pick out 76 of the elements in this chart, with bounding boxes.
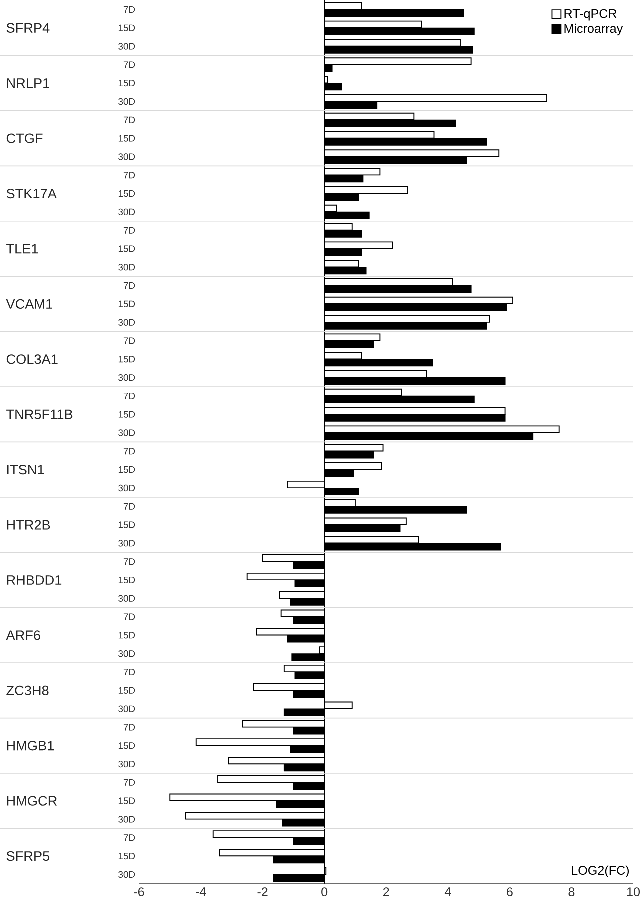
y-tick-label: 7D [124, 227, 136, 234]
y-tick-label: 15D [118, 798, 136, 804]
text: VCAM1 [6, 299, 52, 310]
text: ZC3H8 [6, 686, 49, 696]
y-tick-label: 7D [124, 282, 136, 290]
text: HTR2B [7, 520, 50, 530]
x-tick-label: -4 [196, 888, 206, 896]
text: ARF6 [6, 630, 40, 640]
text: HMGB1 [7, 741, 54, 751]
y-tick-label: 15D [118, 246, 136, 252]
y-tick-label: 30D [118, 760, 136, 768]
x-tick-label: 8 [568, 888, 575, 897]
text: COL3A1 [6, 354, 58, 364]
x-tick-label: 6 [507, 888, 513, 897]
y-tick-label: 30D [118, 154, 136, 160]
y-tick-label: 30D [118, 208, 136, 216]
text: CTGF [6, 134, 43, 144]
text: STK17A [6, 188, 57, 199]
y-tick-label: 15D [118, 135, 136, 142]
text: SFRP5 [6, 851, 50, 862]
x-tick-label: 10 [627, 888, 640, 897]
text: TNR5F11B [6, 410, 73, 420]
y-tick-label: 7D [124, 172, 136, 179]
legend-label: Microarray [564, 24, 624, 36]
y-tick-label: 7D [124, 614, 136, 620]
y-tick-label: 30D [118, 871, 136, 878]
y-tick-label: 15D [118, 356, 136, 363]
y-tick-label: 7D [124, 6, 136, 13]
y-tick-label: 7D [124, 392, 136, 400]
y-tick-label: 7D [124, 724, 136, 731]
x-tick-label: -2 [258, 888, 268, 896]
y-tick-label: 7D [124, 669, 136, 676]
y-tick-label: 15D [118, 687, 136, 694]
y-tick-label: 30D [118, 264, 136, 271]
y-tick-label: 15D [118, 632, 136, 639]
x-tick-label: 0 [322, 888, 328, 897]
x-tick-label: -6 [134, 888, 144, 897]
y-tick-label: 15D [118, 411, 136, 418]
y-tick-label: 15D [118, 742, 136, 750]
y-tick-label: 30D [118, 650, 136, 658]
y-tick-label: 7D [124, 834, 136, 842]
y-tick-label: 15D [118, 190, 136, 198]
text: SFRP4 [6, 23, 50, 33]
y-tick-label: 15D [118, 522, 136, 528]
x-axis-title: LOG2(FC) [572, 866, 630, 878]
y-tick-label: 7D [124, 503, 136, 510]
y-tick-label: 7D [124, 116, 136, 124]
y-tick-label: 30D [118, 540, 136, 547]
y-tick-label: 7D [124, 779, 136, 786]
x-tick-label: 4 [444, 888, 452, 896]
text: ITSN1 [7, 465, 44, 475]
legend-label: RT-qPCR [564, 9, 617, 21]
y-tick-label: 30D [118, 706, 136, 712]
y-tick-label: 30D [118, 484, 136, 492]
y-tick-label: 7D [124, 338, 136, 344]
y-tick-label: 30D [118, 98, 136, 106]
y-tick-label: 15D [118, 80, 136, 87]
y-tick-label: 15D [118, 853, 136, 860]
y-tick-label: 30D [118, 319, 136, 326]
text: HMGCR [7, 796, 58, 806]
y-tick-label: 30D [118, 816, 136, 823]
text: RHBDD1 [7, 576, 62, 585]
y-tick-label: 30D [118, 595, 136, 602]
y-tick-label: 30D [118, 43, 136, 50]
text: NRLP1 [7, 78, 50, 88]
text: TLE1 [6, 244, 38, 254]
y-tick-label: 15D [118, 24, 136, 32]
y-tick-label: 7D [124, 448, 136, 455]
x-tick-label: 2 [383, 888, 390, 896]
y-tick-label: 7D [124, 558, 136, 566]
y-tick-label: 15D [118, 300, 136, 308]
y-tick-label: 15D [118, 466, 136, 474]
y-tick-label: 30D [118, 374, 136, 382]
y-tick-label: 7D [124, 62, 136, 68]
y-tick-label: 15D [118, 576, 136, 584]
y-tick-label: 30D [118, 430, 136, 436]
